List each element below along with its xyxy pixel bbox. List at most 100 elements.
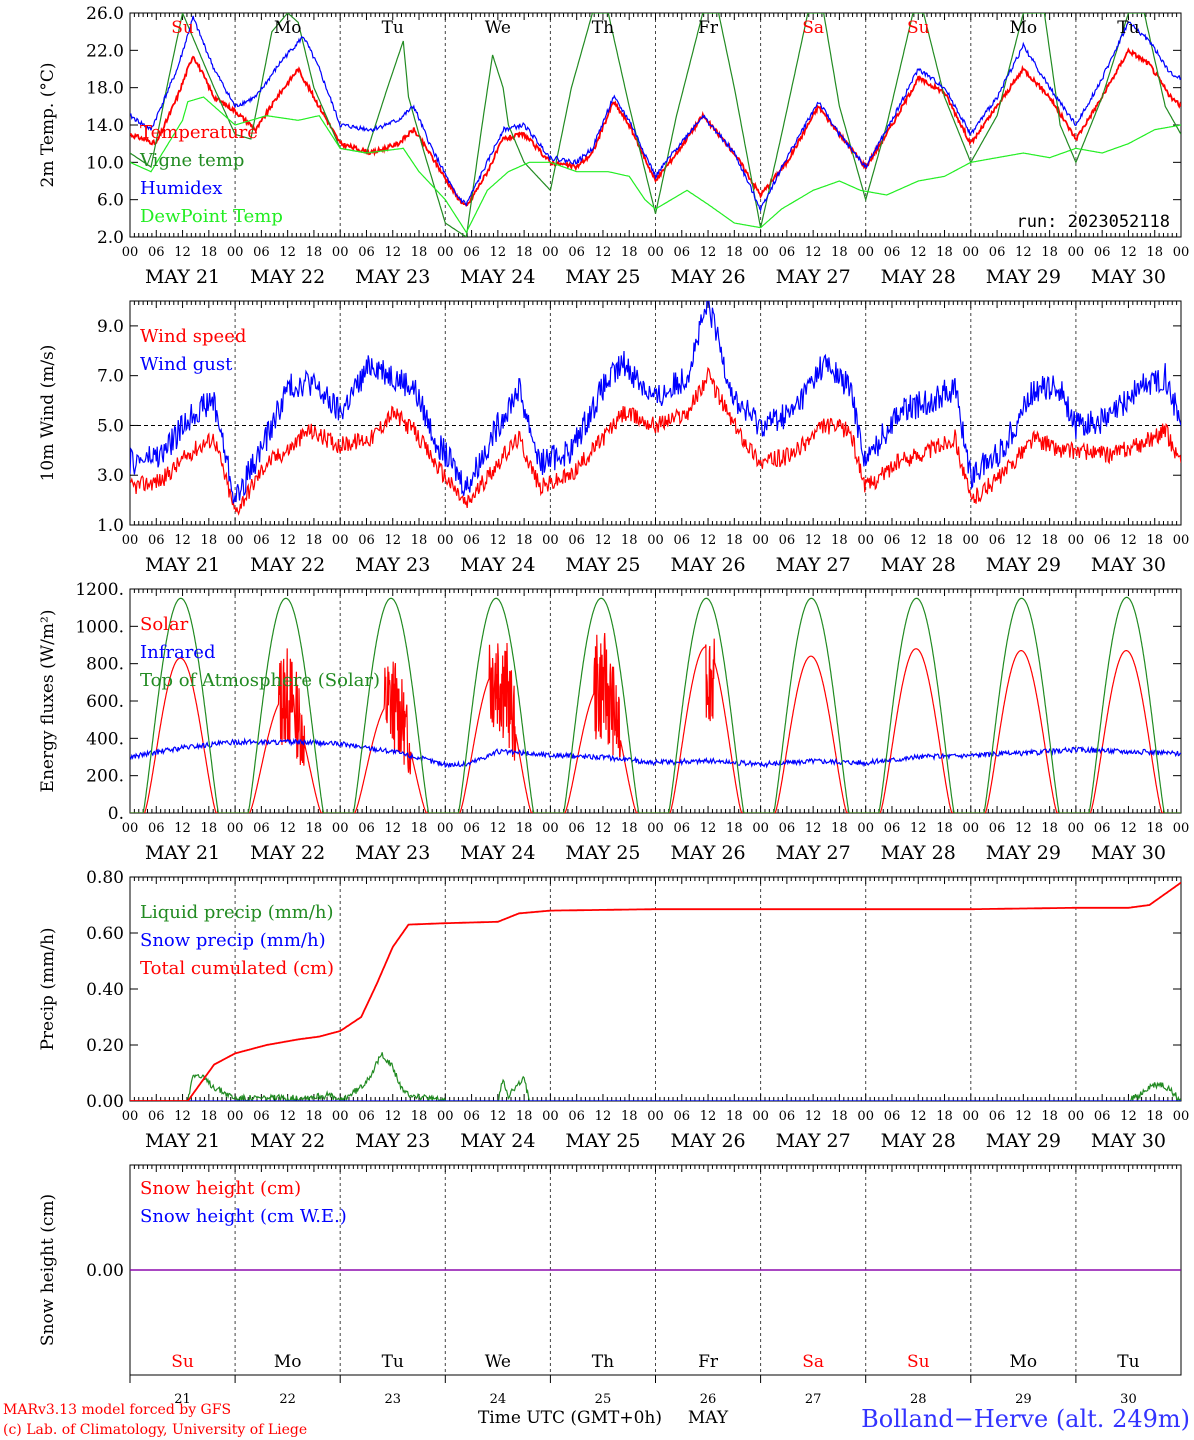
day-name-label: Sa [802, 1352, 824, 1372]
hour-tick-label: 00 [437, 245, 454, 260]
day-number-label: 26 [700, 1392, 717, 1407]
panel-frame [129, 12, 1182, 238]
panel-5: 0.00 Snow height (cm) Snow height (cm) Snow… [38, 1164, 1182, 1407]
x-axis-label: Time UTC (GMT+0h) [478, 1408, 662, 1428]
hour-tick-label: 18 [1146, 245, 1163, 260]
hour-tick-label: 06 [253, 245, 270, 260]
y-tick-label: 10.0 [86, 153, 124, 173]
hour-tick-label: 06 [779, 533, 796, 548]
hour-tick-label: 00 [647, 1109, 664, 1124]
hour-tick-label: 06 [148, 1109, 165, 1124]
day-name-label: Fr [698, 1352, 719, 1372]
hour-tick-label: 12 [490, 533, 507, 548]
hour-tick-label: 00 [647, 821, 664, 836]
legend-entry: Total cumulated (cm) [140, 958, 334, 979]
day-number-label: 23 [384, 1392, 401, 1407]
hour-tick-label: 06 [884, 533, 901, 548]
day-number-label: 27 [805, 1392, 822, 1407]
date-label: MAY 22 [250, 842, 325, 864]
hour-tick-label: 12 [1015, 821, 1032, 836]
hour-tick-label: 18 [411, 533, 428, 548]
hour-tick-label: 12 [910, 533, 927, 548]
date-label: MAY 29 [986, 554, 1061, 576]
hour-tick-label: 00 [1173, 533, 1190, 548]
hour-tick-label: 00 [857, 821, 874, 836]
date-label: MAY 24 [460, 1130, 535, 1152]
hour-tick-label: 18 [726, 245, 743, 260]
legend-entry: Temperature [140, 122, 258, 143]
day-name-label: Su [907, 18, 930, 38]
day-number-label: 29 [1015, 1392, 1032, 1407]
hour-tick-label: 06 [1094, 533, 1111, 548]
hour-tick-label: 00 [857, 245, 874, 260]
hour-tick-label: 00 [122, 245, 139, 260]
hour-tick-label: 06 [463, 1109, 480, 1124]
day-name-label: We [485, 18, 511, 38]
hour-tick-label: 06 [358, 821, 375, 836]
hour-tick-label: 18 [516, 1109, 533, 1124]
hour-tick-label: 18 [1146, 1109, 1163, 1124]
legend-entry: Solar [140, 614, 189, 635]
y-tick-label: 800. [86, 655, 124, 675]
series-line-dewpoint-temp [130, 96, 1181, 234]
day-name-label: Su [171, 1352, 194, 1372]
y-tick-label: 0.00 [86, 1261, 124, 1281]
date-label: MAY 25 [565, 554, 640, 576]
hour-tick-label: 00 [1068, 245, 1085, 260]
date-label: MAY 25 [565, 842, 640, 864]
legend-entry: Snow height (cm W.E.) [140, 1206, 347, 1227]
hour-tick-label: 00 [752, 1109, 769, 1124]
hour-tick-label: 18 [1041, 821, 1058, 836]
hour-tick-label: 06 [1094, 821, 1111, 836]
date-label: MAY 24 [460, 266, 535, 288]
day-name-label: Mo [1010, 1352, 1038, 1372]
date-label: MAY 21 [145, 554, 220, 576]
hour-tick-label: 06 [463, 245, 480, 260]
hour-tick-label: 06 [463, 821, 480, 836]
hour-tick-label: 00 [437, 1109, 454, 1124]
hour-tick-label: 18 [936, 533, 953, 548]
hour-tick-label: 18 [201, 1109, 218, 1124]
hour-tick-label: 12 [174, 821, 191, 836]
series-area [130, 596, 1181, 813]
hour-tick-label: 06 [358, 533, 375, 548]
date-label: MAY 23 [355, 266, 430, 288]
day-name-label: Su [171, 18, 194, 38]
y-tick-label: 0.00 [86, 1092, 124, 1112]
hour-tick-label: 00 [752, 821, 769, 836]
legend-entry: Top of Atmosphere (Solar) [140, 670, 380, 691]
hour-tick-label: 00 [857, 1109, 874, 1124]
hour-tick-label: 06 [989, 821, 1006, 836]
y-tick-label: 0.60 [86, 924, 124, 944]
hour-tick-label: 06 [148, 533, 165, 548]
hour-tick-label: 06 [884, 245, 901, 260]
hour-tick-label: 00 [332, 1109, 349, 1124]
y-tick-label: 22.0 [86, 41, 124, 61]
series-line-humidex [130, 15, 1181, 212]
hour-tick-label: 12 [1015, 533, 1032, 548]
date-label: MAY 26 [670, 554, 745, 576]
hour-tick-label: 18 [411, 821, 428, 836]
panel-3: 0. 200. 400. 600. 800. 1000. 1200. Energy fluxe… [38, 580, 1189, 864]
date-label: MAY 26 [670, 842, 745, 864]
hour-tick-label: 00 [542, 533, 559, 548]
day-name-label: Mo [274, 1352, 302, 1372]
hour-tick-label: 12 [384, 821, 401, 836]
hour-tick-label: 06 [568, 245, 585, 260]
hour-tick-label: 12 [490, 821, 507, 836]
hour-tick-label: 06 [1094, 1109, 1111, 1124]
day-name-label: Tu [1117, 18, 1139, 38]
hour-tick-label: 12 [279, 533, 296, 548]
hour-tick-label: 18 [621, 245, 638, 260]
hour-tick-label: 18 [1041, 533, 1058, 548]
hour-tick-label: 00 [122, 1109, 139, 1124]
hour-tick-label: 12 [1120, 533, 1137, 548]
hour-tick-label: 12 [490, 1109, 507, 1124]
hour-tick-label: 00 [963, 1109, 980, 1124]
hour-tick-label: 06 [674, 533, 691, 548]
hour-tick-label: 06 [989, 1109, 1006, 1124]
panel-1: 2.0 6.0 10.0 14.0 18.0 22.0 26.0 2m Temp. (°C) T… [38, 4, 1189, 288]
hour-tick-label: 06 [253, 533, 270, 548]
legend-entry: Infrared [140, 642, 215, 663]
hour-tick-label: 12 [700, 1109, 717, 1124]
